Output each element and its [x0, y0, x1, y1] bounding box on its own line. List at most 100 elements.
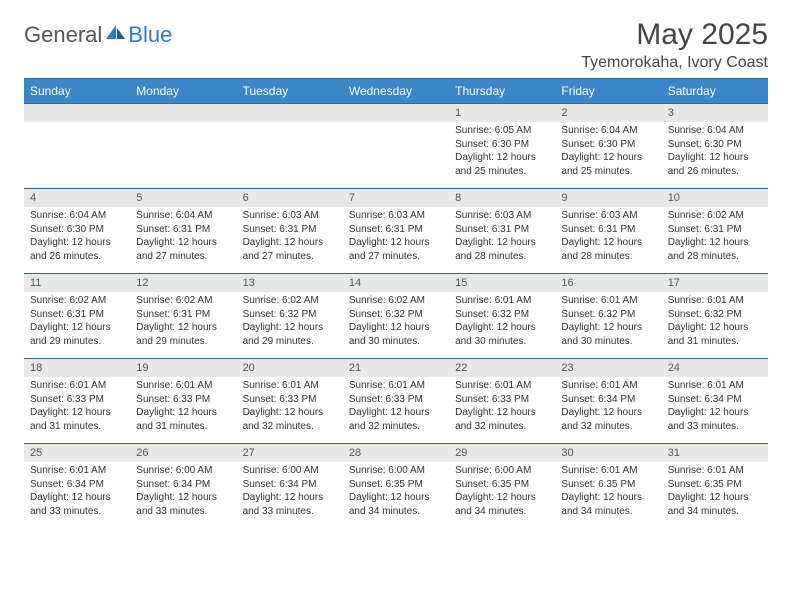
day-detail-cell: Sunrise: 6:04 AMSunset: 6:30 PMDaylight:…: [555, 122, 661, 189]
sunset-line: Sunset: 6:32 PM: [243, 308, 337, 322]
day-detail-row: Sunrise: 6:01 AM Sunset: 6:34 PM Daylight:…: [24, 462, 768, 528]
month-title: May 2025: [581, 18, 768, 52]
day-detail-cell: Sunrise: 6:02 AMSunset: 6:32 PMDaylight:…: [343, 292, 449, 359]
daylight-line: Daylight: 12 hours and 34 minutes.: [668, 491, 762, 518]
day-number: 27: [237, 444, 343, 463]
sunrise-line: Sunrise: 6:01 AM: [668, 294, 762, 308]
day-detail-cell: Sunrise: 6:04 AMSunset: 6:30 PMDaylight:…: [24, 207, 130, 274]
daylight-line: Daylight: 12 hours and 31 minutes.: [668, 321, 762, 348]
day-number: 25: [24, 444, 130, 463]
day-detail-cell: Sunrise: 6:01 AMSunset: 6:33 PMDaylight:…: [449, 377, 555, 444]
day-number: 23: [555, 359, 661, 378]
day-detail-cell: [24, 122, 130, 189]
daylight-line: Daylight: 12 hours and 28 minutes.: [668, 236, 762, 263]
day-detail-cell: Sunrise: 6:01 AMSunset: 6:34 PMDaylight:…: [24, 462, 130, 528]
daylight-line: Daylight: 12 hours and 25 minutes.: [455, 151, 549, 178]
weekday-header: Sunday: [24, 79, 130, 104]
sunset-line: Sunset: 6:33 PM: [243, 393, 337, 407]
sunrise-line: Sunrise: 6:01 AM: [349, 379, 443, 393]
sunrise-line: Sunrise: 6:01 AM: [455, 294, 549, 308]
day-number: 17: [662, 274, 768, 293]
sunrise-line: Sunrise: 6:01 AM: [243, 379, 337, 393]
day-detail-cell: Sunrise: 6:03 AMSunset: 6:31 PMDaylight:…: [237, 207, 343, 274]
day-number: 24: [662, 359, 768, 378]
sunrise-line: Sunrise: 6:04 AM: [668, 124, 762, 138]
weekday-header: Thursday: [449, 79, 555, 104]
day-detail-cell: Sunrise: 6:02 AMSunset: 6:31 PMDaylight:…: [24, 292, 130, 359]
day-number: 15: [449, 274, 555, 293]
day-detail-row: Sunrise: 6:01 AMSunset: 6:33 PMDaylight:…: [24, 377, 768, 444]
day-number: [343, 104, 449, 123]
daylight-line: Daylight: 12 hours and 29 minutes.: [243, 321, 337, 348]
sunrise-line: Sunrise: 6:02 AM: [30, 294, 124, 308]
day-detail-cell: Sunrise: 6:01 AMSunset: 6:32 PMDaylight:…: [555, 292, 661, 359]
sunset-line: Sunset: 6:31 PM: [349, 223, 443, 237]
daylight-line: Daylight: 12 hours and 33 minutes.: [30, 491, 124, 518]
weekday-header: Monday: [130, 79, 236, 104]
daylight-line: Daylight: 12 hours and 27 minutes.: [243, 236, 337, 263]
sunrise-line: Sunrise: 6:01 AM: [668, 464, 762, 478]
sunrise-line: Sunrise: 6:01 AM: [561, 379, 655, 393]
weekday-header-row: SundayMondayTuesdayWednesdayThursdayFrid…: [24, 79, 768, 104]
day-number: [24, 104, 130, 123]
daylight-line: Daylight: 12 hours and 33 minutes.: [668, 406, 762, 433]
day-detail-cell: Sunrise: 6:02 AMSunset: 6:32 PMDaylight:…: [237, 292, 343, 359]
sunset-line: Sunset: 6:33 PM: [136, 393, 230, 407]
day-number: 21: [343, 359, 449, 378]
day-number: 12: [130, 274, 236, 293]
daylight-line: Daylight: 12 hours and 28 minutes.: [455, 236, 549, 263]
sunrise-line: Sunrise: 6:00 AM: [136, 464, 230, 478]
day-number: 26: [130, 444, 236, 463]
sunset-line: Sunset: 6:30 PM: [561, 138, 655, 152]
day-detail-row: Sunrise: 6:04 AMSunset: 6:30 PMDaylight:…: [24, 207, 768, 274]
weekday-header: Wednesday: [343, 79, 449, 104]
day-number: 13: [237, 274, 343, 293]
day-detail-cell: Sunrise: 6:01 AMSunset: 6:34 PMDaylight:…: [662, 377, 768, 444]
day-detail-cell: Sunrise: 6:02 AMSunset: 6:31 PMDaylight:…: [662, 207, 768, 274]
logo-sail-icon: [106, 25, 126, 39]
sunrise-line: Sunrise: 6:02 AM: [243, 294, 337, 308]
day-number: 10: [662, 189, 768, 208]
daylight-line: Daylight: 12 hours and 31 minutes.: [30, 406, 124, 433]
sunrise-line: Sunrise: 6:01 AM: [30, 379, 124, 393]
sunset-line: Sunset: 6:31 PM: [136, 223, 230, 237]
sunset-line: Sunset: 6:30 PM: [30, 223, 124, 237]
sunrise-line: Sunrise: 6:00 AM: [349, 464, 443, 478]
sunset-line: Sunset: 6:32 PM: [349, 308, 443, 322]
sunset-line: Sunset: 6:33 PM: [455, 393, 549, 407]
day-number: 22: [449, 359, 555, 378]
daylight-line: Daylight: 12 hours and 32 minutes.: [455, 406, 549, 433]
day-number-row: 45678910: [24, 189, 768, 208]
logo-text-general: General: [24, 22, 102, 48]
day-number: 18: [24, 359, 130, 378]
title-block: May 2025 Tyemorokaha, Ivory Coast: [581, 18, 768, 72]
sunrise-line: Sunrise: 6:02 AM: [668, 209, 762, 223]
day-number: 9: [555, 189, 661, 208]
sunrise-line: Sunrise: 6:03 AM: [243, 209, 337, 223]
sunrise-line: Sunrise: 6:01 AM: [561, 294, 655, 308]
day-detail-row: Sunrise: 6:02 AMSunset: 6:31 PMDaylight:…: [24, 292, 768, 359]
day-number: 29: [449, 444, 555, 463]
sunset-line: Sunset: 6:31 PM: [136, 308, 230, 322]
day-number: 19: [130, 359, 236, 378]
day-number-row: 123: [24, 104, 768, 123]
sunset-line: Sunset: 6:33 PM: [30, 393, 124, 407]
day-number-row: 11121314151617: [24, 274, 768, 293]
daylight-line: Daylight: 12 hours and 28 minutes.: [561, 236, 655, 263]
day-number: 3: [662, 104, 768, 123]
day-number: [237, 104, 343, 123]
day-number: 8: [449, 189, 555, 208]
sunrise-line: Sunrise: 6:04 AM: [30, 209, 124, 223]
sunrise-line: Sunrise: 6:01 AM: [561, 464, 655, 478]
day-detail-cell: Sunrise: 6:01 AMSunset: 6:33 PMDaylight:…: [130, 377, 236, 444]
daylight-line: Daylight: 12 hours and 30 minutes.: [561, 321, 655, 348]
sunset-line: Sunset: 6:31 PM: [30, 308, 124, 322]
sunrise-line: Sunrise: 6:05 AM: [455, 124, 549, 138]
sunset-line: Sunset: 6:34 PM: [561, 393, 655, 407]
sunset-line: Sunset: 6:34 PM: [136, 478, 230, 492]
sunrise-line: Sunrise: 6:04 AM: [136, 209, 230, 223]
daylight-line: Daylight: 12 hours and 33 minutes.: [243, 491, 337, 518]
day-number: 30: [555, 444, 661, 463]
day-detail-cell: Sunrise: 6:01 AMSunset: 6:32 PMDaylight:…: [662, 292, 768, 359]
sunset-line: Sunset: 6:33 PM: [349, 393, 443, 407]
